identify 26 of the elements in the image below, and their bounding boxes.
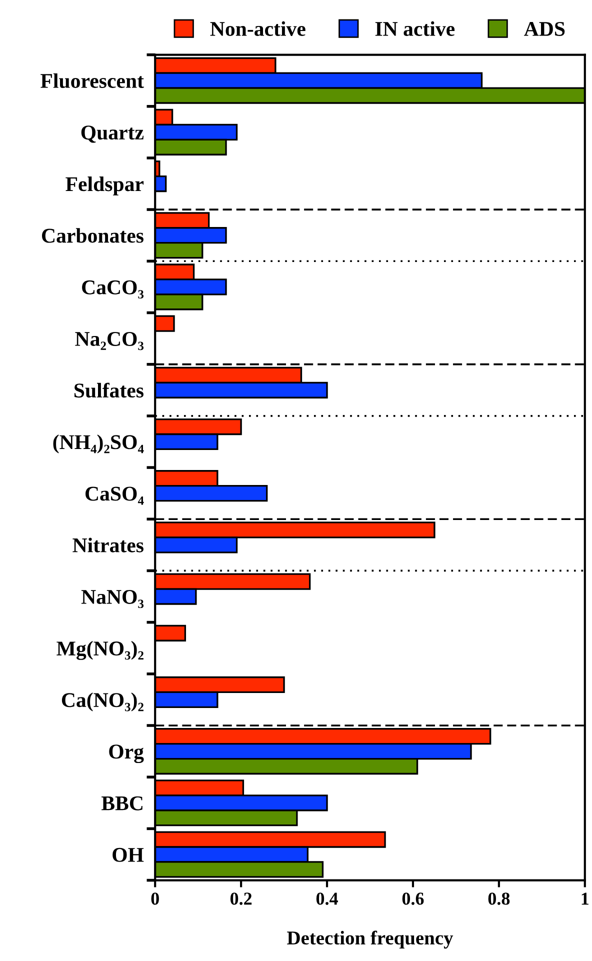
y-tick-label: Nitrates (72, 538, 144, 552)
x-tick-label: 0.2 (230, 892, 252, 905)
y-tick-label: CaCO₃ (82, 280, 144, 298)
legend-label: Non-active (210, 21, 306, 36)
legend-label: IN active (375, 21, 455, 36)
y-tick-label: (NH₄)₂SO₄ (53, 434, 144, 454)
y-tick-label: Org (109, 744, 144, 764)
y-tick-label: Ca(NO₃)₂ (62, 692, 144, 712)
y-tick-label: BBC (102, 796, 142, 810)
x-axis-title: Detection frequency (287, 930, 454, 949)
x-tick-label: 0.4 (316, 892, 338, 905)
x-tick-label: 0.8 (488, 892, 510, 905)
y-tick-label: Carbonates (42, 228, 144, 243)
legend-label: ADS (524, 22, 565, 36)
y-tick-label: Quartz (81, 126, 144, 143)
x-tick-label: 1 (582, 892, 588, 905)
x-tick-label: 0 (151, 892, 159, 905)
y-tick-label: Feldspar (66, 176, 144, 196)
y-tick-label: Na₂CO₃ (75, 332, 144, 350)
y-tick-label: CaSO₄ (86, 486, 144, 505)
y-tick-label: Mg(NO₃)₂ (56, 640, 144, 660)
x-tick-label: 0.6 (402, 892, 424, 905)
y-tick-label: Sulfates (74, 382, 144, 398)
y-tick-label: Fluorescent (40, 73, 144, 88)
y-tick-label: NaNO₃ (81, 590, 144, 608)
y-tick-label: OH (112, 848, 144, 862)
